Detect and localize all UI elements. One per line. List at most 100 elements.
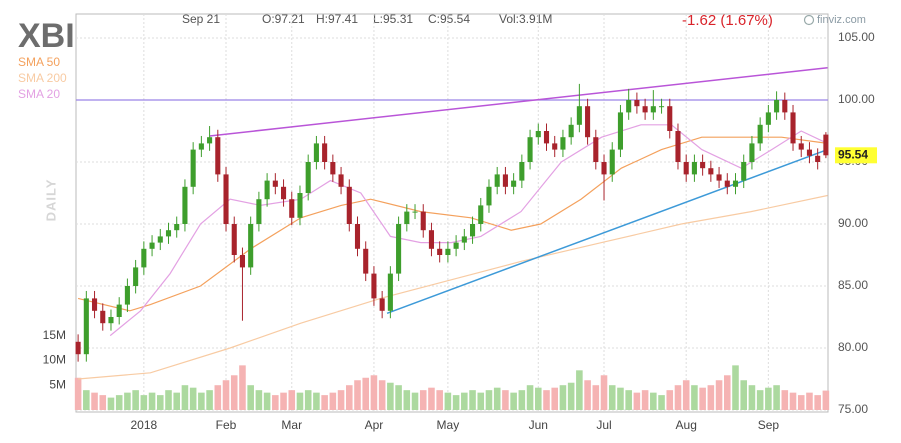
y-tick-label: 75.00 (838, 402, 868, 416)
volume-bar (115, 395, 123, 410)
volume-bar (559, 385, 567, 410)
candle-body (404, 211, 410, 224)
x-tick-label: Jun (529, 418, 548, 432)
volume-bar (255, 390, 263, 410)
volume-bar (230, 375, 238, 410)
volume-bar (666, 390, 674, 410)
candle-body (379, 298, 385, 311)
trendline (209, 67, 828, 137)
volume-bar (304, 390, 312, 410)
volume-bar (699, 387, 706, 410)
candle-body (716, 174, 722, 181)
candle-body (437, 248, 443, 255)
x-tick-label: Apr (365, 418, 384, 432)
period: DAILY (43, 179, 58, 222)
candle-body (774, 100, 780, 113)
candle-body (634, 100, 640, 107)
header-item: Sep 21 (182, 12, 220, 26)
candle-body (133, 267, 139, 286)
candle-body (91, 298, 98, 311)
candle-body (617, 112, 624, 150)
x-tick-label: Feb (216, 418, 237, 432)
candle-body (741, 162, 747, 181)
volume-bar (526, 385, 534, 410)
y2-tick-label: 5M (49, 377, 66, 391)
volume-bar (370, 375, 378, 410)
logo-icon (803, 14, 815, 26)
candle-body (100, 310, 106, 324)
volume-bar (247, 385, 254, 410)
candle-body (157, 236, 163, 243)
candle-body (601, 162, 607, 175)
candle-body (461, 236, 467, 243)
candle-body (248, 224, 254, 268)
volume-bar (814, 395, 821, 410)
candle-body (453, 242, 459, 249)
y-tick-label: 100.00 (838, 92, 875, 106)
x-tick-label: Jul (596, 418, 611, 432)
candle-body (305, 162, 311, 193)
candle-body (330, 162, 336, 175)
legend-label: SMA 20 (18, 87, 60, 101)
y-tick-label: 90.00 (838, 216, 868, 230)
volume-bar (765, 387, 772, 410)
volume-bar (239, 365, 246, 410)
candle-body (700, 162, 706, 169)
volume-bar (723, 375, 731, 410)
source: finviz.com (817, 14, 866, 26)
candle-body (445, 248, 451, 255)
candle-body (823, 134, 829, 156)
volume-bar (354, 380, 361, 410)
volume-bar (91, 392, 98, 410)
candle-body (239, 255, 246, 268)
candle-body (527, 137, 533, 162)
candle-body (469, 224, 476, 237)
volume-bar (633, 392, 641, 410)
header-item: H:97.41 (316, 12, 358, 26)
volume-bar (691, 385, 698, 410)
candle-body (708, 168, 714, 175)
header-item: C:95.54 (428, 12, 470, 26)
volume-bar (773, 385, 780, 410)
volume-bar (419, 390, 427, 410)
x-tick-label: 2018 (130, 418, 157, 432)
volume-bar (83, 390, 90, 410)
candle-body (667, 106, 673, 131)
volume-bar (362, 377, 370, 410)
volume-bar (132, 390, 139, 410)
volume-bar (378, 380, 386, 410)
x-tick-label: May (437, 418, 460, 432)
candle-body (207, 137, 213, 144)
volume-bar (715, 380, 723, 410)
volume-bar (534, 387, 542, 410)
candle-body (486, 186, 492, 206)
candle-body (658, 106, 665, 108)
candle-body (264, 180, 270, 200)
candle-body (371, 273, 377, 299)
candle-body (683, 162, 689, 175)
volume-bar (288, 390, 296, 410)
candle-body (585, 106, 591, 138)
candle-body (83, 298, 89, 355)
candle-body (338, 174, 344, 187)
candle-body (765, 112, 771, 125)
candle-body (552, 143, 558, 150)
volume-bar (387, 382, 394, 410)
volume-bar (181, 385, 189, 410)
candle-body (231, 224, 237, 255)
candle-body (396, 224, 402, 274)
volume-bar (189, 387, 197, 410)
volume-bar (272, 395, 279, 410)
candle-body (354, 224, 361, 249)
x-tick-label: Mar (281, 418, 302, 432)
candle-body (626, 100, 632, 113)
sma-line (77, 136, 828, 312)
volume-bar (321, 395, 328, 410)
volume-bar (600, 375, 608, 410)
y2-tick-label: 15M (43, 328, 66, 342)
legend-label: SMA 200 (18, 71, 67, 85)
volume-bar (461, 392, 468, 410)
candle-body (568, 124, 574, 138)
volume-bar (296, 392, 304, 410)
candle-body (609, 149, 615, 175)
